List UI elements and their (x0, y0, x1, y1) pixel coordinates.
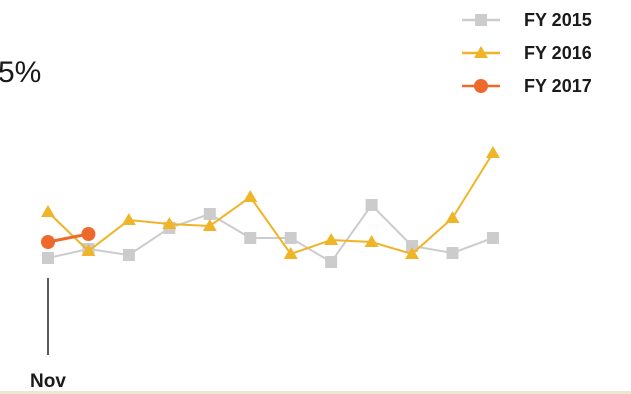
marker-triangle (121, 213, 136, 225)
headline: 5% (0, 56, 41, 89)
marker-triangle (364, 235, 379, 247)
marker-square (486, 232, 499, 244)
legend-label: FY 2017 (524, 76, 592, 96)
marker-triangle (445, 211, 460, 223)
marker-circle (41, 235, 55, 249)
marker-triangle (41, 205, 55, 217)
marker-triangle (162, 217, 177, 229)
marker-triangle (474, 46, 488, 58)
marker-triangle (405, 247, 420, 259)
marker-circle (81, 227, 96, 241)
marker-square (203, 208, 216, 220)
marker-triangle (485, 146, 500, 158)
marker-square (446, 247, 459, 259)
marker-square (42, 252, 54, 264)
series-line (47, 152, 494, 256)
marker-square (365, 199, 378, 211)
marker-square (284, 232, 297, 244)
marker-circle (474, 79, 488, 93)
x-tick-label: Nov (30, 371, 66, 392)
series-line (47, 203, 494, 264)
legend-label: FY 2015 (524, 10, 592, 30)
marker-square (406, 240, 419, 252)
marker-triangle (243, 190, 258, 202)
legend-label: FY 2016 (524, 43, 592, 63)
marker-square (244, 232, 257, 244)
marker-triangle (283, 247, 298, 259)
marker-square (122, 249, 135, 261)
marker-square (325, 256, 338, 268)
marker-triangle (81, 244, 96, 256)
marker-square (475, 14, 487, 26)
marker-triangle (202, 219, 217, 231)
marker-triangle (324, 233, 339, 245)
